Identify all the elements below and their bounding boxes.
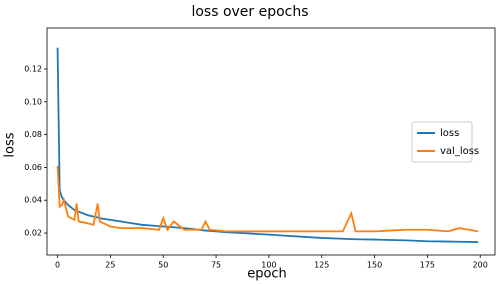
y-tick-label: 0.12 bbox=[24, 65, 42, 74]
x-tick-label: 175 bbox=[420, 261, 435, 270]
y-axis-label: loss bbox=[3, 132, 18, 157]
legend-label: loss bbox=[440, 128, 459, 139]
y-tick-label: 0.02 bbox=[24, 229, 42, 238]
y-tick-label: 0.04 bbox=[24, 196, 42, 205]
x-tick-label: 150 bbox=[367, 261, 382, 270]
x-tick-label: 0 bbox=[55, 261, 60, 270]
x-tick-label: 125 bbox=[314, 261, 329, 270]
x-tick-label: 200 bbox=[473, 261, 488, 270]
y-tick-label: 0.10 bbox=[24, 97, 42, 106]
chart-title: loss over epochs bbox=[191, 4, 308, 20]
x-axis-label: epoch bbox=[247, 267, 287, 282]
y-tick-label: 0.08 bbox=[24, 130, 42, 139]
plot-frame bbox=[46, 27, 496, 256]
x-tick-label: 50 bbox=[158, 261, 168, 270]
y-tick-label: 0.06 bbox=[24, 163, 42, 172]
x-tick-label: 100 bbox=[261, 261, 276, 270]
legend-label: val_loss bbox=[440, 146, 479, 157]
x-tick-label: 75 bbox=[211, 261, 221, 270]
x-tick-label: 25 bbox=[105, 261, 115, 270]
series-line bbox=[56, 165, 479, 233]
